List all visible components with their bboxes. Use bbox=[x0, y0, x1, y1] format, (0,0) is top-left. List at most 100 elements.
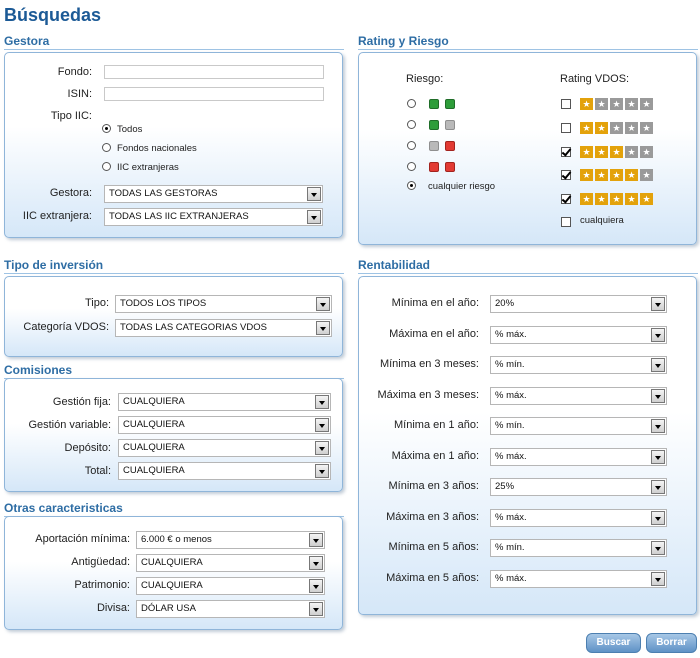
riesgo-radio[interactable] bbox=[407, 141, 416, 150]
page-title: Búsquedas bbox=[4, 5, 102, 25]
rentabilidad-label: Máxima en 3 meses: bbox=[377, 389, 479, 401]
tipo-iic-option-label: Todos bbox=[117, 124, 143, 135]
patrimonio-select[interactable]: CUALQUIERA bbox=[136, 577, 325, 595]
gestora-panel: Fondo: ISIN: Tipo IIC: Todos Fondos naci… bbox=[4, 52, 343, 238]
chevron-down-icon bbox=[307, 210, 321, 224]
rating-vdos-label: Rating VDOS: bbox=[560, 73, 630, 85]
minima-3-anos-select[interactable]: 25% bbox=[490, 478, 667, 496]
risk-green-icon bbox=[429, 120, 439, 130]
tipo-iic-radio-nacionales[interactable] bbox=[102, 143, 111, 152]
riesgo-radio-cualquier[interactable] bbox=[407, 181, 416, 190]
chevron-down-icon bbox=[651, 419, 665, 433]
chevron-down-icon bbox=[651, 450, 665, 464]
chevron-down-icon bbox=[316, 297, 330, 311]
rating-panel: Riesgo: Rating VDOS: cualquier riesgo ★ ★… bbox=[358, 52, 697, 245]
comision-label: Gestión fija: bbox=[52, 396, 111, 408]
section-title-tipo-inversion: Tipo de inversión bbox=[4, 258, 344, 274]
comision-label: Gestión variable: bbox=[28, 419, 111, 431]
minima-3-meses-select[interactable]: % mín. bbox=[490, 356, 667, 374]
rating-checkbox[interactable] bbox=[561, 123, 571, 133]
gestion-variable-select[interactable]: CUALQUIERA bbox=[118, 416, 331, 434]
otras-label: Patrimonio: bbox=[74, 579, 130, 591]
chevron-down-icon bbox=[307, 187, 321, 201]
rating-checkbox[interactable] bbox=[561, 147, 571, 157]
tipo-iic-radio-extranjeras[interactable] bbox=[102, 162, 111, 171]
otras-label: Antigüedad: bbox=[71, 556, 130, 568]
isin-input[interactable] bbox=[104, 87, 324, 101]
section-title-rentabilidad: Rentabilidad bbox=[358, 258, 698, 274]
section-title-gestora: Gestora bbox=[4, 34, 344, 50]
risk-red-icon bbox=[445, 162, 455, 172]
rentabilidad-label: Mínima en 1 año: bbox=[394, 419, 479, 431]
iic-extranjera-label: IIC extranjera: bbox=[22, 210, 92, 222]
section-title-otras: Otras caracteristicas bbox=[4, 501, 344, 517]
chevron-down-icon bbox=[309, 602, 323, 616]
rentabilidad-label: Máxima en 1 año: bbox=[391, 450, 479, 462]
rentabilidad-label: Mínima en 3 meses: bbox=[379, 358, 479, 370]
riesgo-radio[interactable] bbox=[407, 99, 416, 108]
gestora-select[interactable]: TODAS LAS GESTORAS bbox=[104, 185, 323, 203]
maxima-3-meses-select[interactable]: % máx. bbox=[490, 387, 667, 405]
maxima-3-anos-select[interactable]: % máx. bbox=[490, 509, 667, 527]
riesgo-radio[interactable] bbox=[407, 120, 416, 129]
buscar-button[interactable]: Buscar bbox=[586, 633, 641, 653]
chevron-down-icon bbox=[651, 541, 665, 555]
tipo-iic-label: Tipo IIC: bbox=[50, 110, 92, 122]
tipo-select[interactable]: TODOS LOS TIPOS bbox=[115, 295, 332, 313]
deposito-select[interactable]: CUALQUIERA bbox=[118, 439, 331, 457]
chevron-down-icon bbox=[315, 395, 329, 409]
isin-label: ISIN: bbox=[67, 88, 92, 100]
antiguedad-select[interactable]: CUALQUIERA bbox=[136, 554, 325, 572]
maxima-5-anos-select[interactable]: % máx. bbox=[490, 570, 667, 588]
maxima-ano-select[interactable]: % máx. bbox=[490, 326, 667, 344]
rentabilidad-label: Mínima en 5 años: bbox=[388, 541, 480, 553]
otras-panel: Aportación mínima: 6.000 € o menos Antig… bbox=[4, 516, 343, 630]
gestora-label: Gestora: bbox=[49, 187, 92, 199]
riesgo-radio[interactable] bbox=[407, 162, 416, 171]
otras-label: Aportación mínima: bbox=[35, 533, 130, 545]
chevron-down-icon bbox=[651, 572, 665, 586]
rating-cualquiera-label: cualquiera bbox=[580, 215, 624, 226]
tipo-iic-option-label: Fondos nacionales bbox=[117, 143, 197, 154]
minima-5-anos-select[interactable]: % mín. bbox=[490, 539, 667, 557]
minima-ano-select[interactable]: 20% bbox=[490, 295, 667, 313]
otras-label: Divisa: bbox=[96, 602, 130, 614]
chevron-down-icon bbox=[315, 464, 329, 478]
rating-checkbox[interactable] bbox=[561, 99, 571, 109]
borrar-button[interactable]: Borrar bbox=[646, 633, 697, 653]
chevron-down-icon bbox=[309, 533, 323, 547]
section-title-comisiones: Comisiones bbox=[4, 363, 344, 379]
tipo-inversion-panel: Tipo: TODOS LOS TIPOS Categoría VDOS: TO… bbox=[4, 276, 343, 357]
aportacion-minima-select[interactable]: 6.000 € o menos bbox=[136, 531, 325, 549]
section-title-rating: Rating y Riesgo bbox=[358, 34, 698, 50]
comisiones-panel: Gestión fija: CUALQUIERA Gestión variabl… bbox=[4, 378, 343, 492]
chevron-down-icon bbox=[309, 579, 323, 593]
rentabilidad-label: Máxima en 3 años: bbox=[386, 511, 479, 523]
gestion-fija-select[interactable]: CUALQUIERA bbox=[118, 393, 331, 411]
minima-1-ano-select[interactable]: % mín. bbox=[490, 417, 667, 435]
risk-red-icon bbox=[429, 162, 439, 172]
fondo-input[interactable] bbox=[104, 65, 324, 79]
divisa-select[interactable]: DÓLAR USA bbox=[136, 600, 325, 618]
riesgo-label: Riesgo: bbox=[406, 73, 444, 85]
rentabilidad-label: Mínima en 3 años: bbox=[388, 480, 480, 492]
rentabilidad-label: Máxima en el año: bbox=[389, 328, 479, 340]
fondo-label: Fondo: bbox=[57, 66, 92, 78]
categoria-select[interactable]: TODAS LAS CATEGORIAS VDOS bbox=[115, 319, 332, 337]
chevron-down-icon bbox=[651, 328, 665, 342]
risk-grey-icon bbox=[429, 141, 439, 151]
risk-grey-icon bbox=[445, 120, 455, 130]
rating-checkbox[interactable] bbox=[561, 170, 571, 180]
chevron-down-icon bbox=[315, 441, 329, 455]
rating-checkbox[interactable] bbox=[561, 194, 571, 204]
maxima-1-ano-select[interactable]: % máx. bbox=[490, 448, 667, 466]
rating-checkbox-cualquiera[interactable] bbox=[561, 217, 571, 227]
tipo-iic-radio-todos[interactable] bbox=[102, 124, 111, 133]
categoria-label: Categoría VDOS: bbox=[23, 321, 109, 333]
iic-extranjera-select[interactable]: TODAS LAS IIC EXTRANJERAS bbox=[104, 208, 323, 226]
risk-green-icon bbox=[445, 99, 455, 109]
tipo-label: Tipo: bbox=[84, 297, 109, 309]
total-select[interactable]: CUALQUIERA bbox=[118, 462, 331, 480]
chevron-down-icon bbox=[651, 358, 665, 372]
chevron-down-icon bbox=[315, 418, 329, 432]
